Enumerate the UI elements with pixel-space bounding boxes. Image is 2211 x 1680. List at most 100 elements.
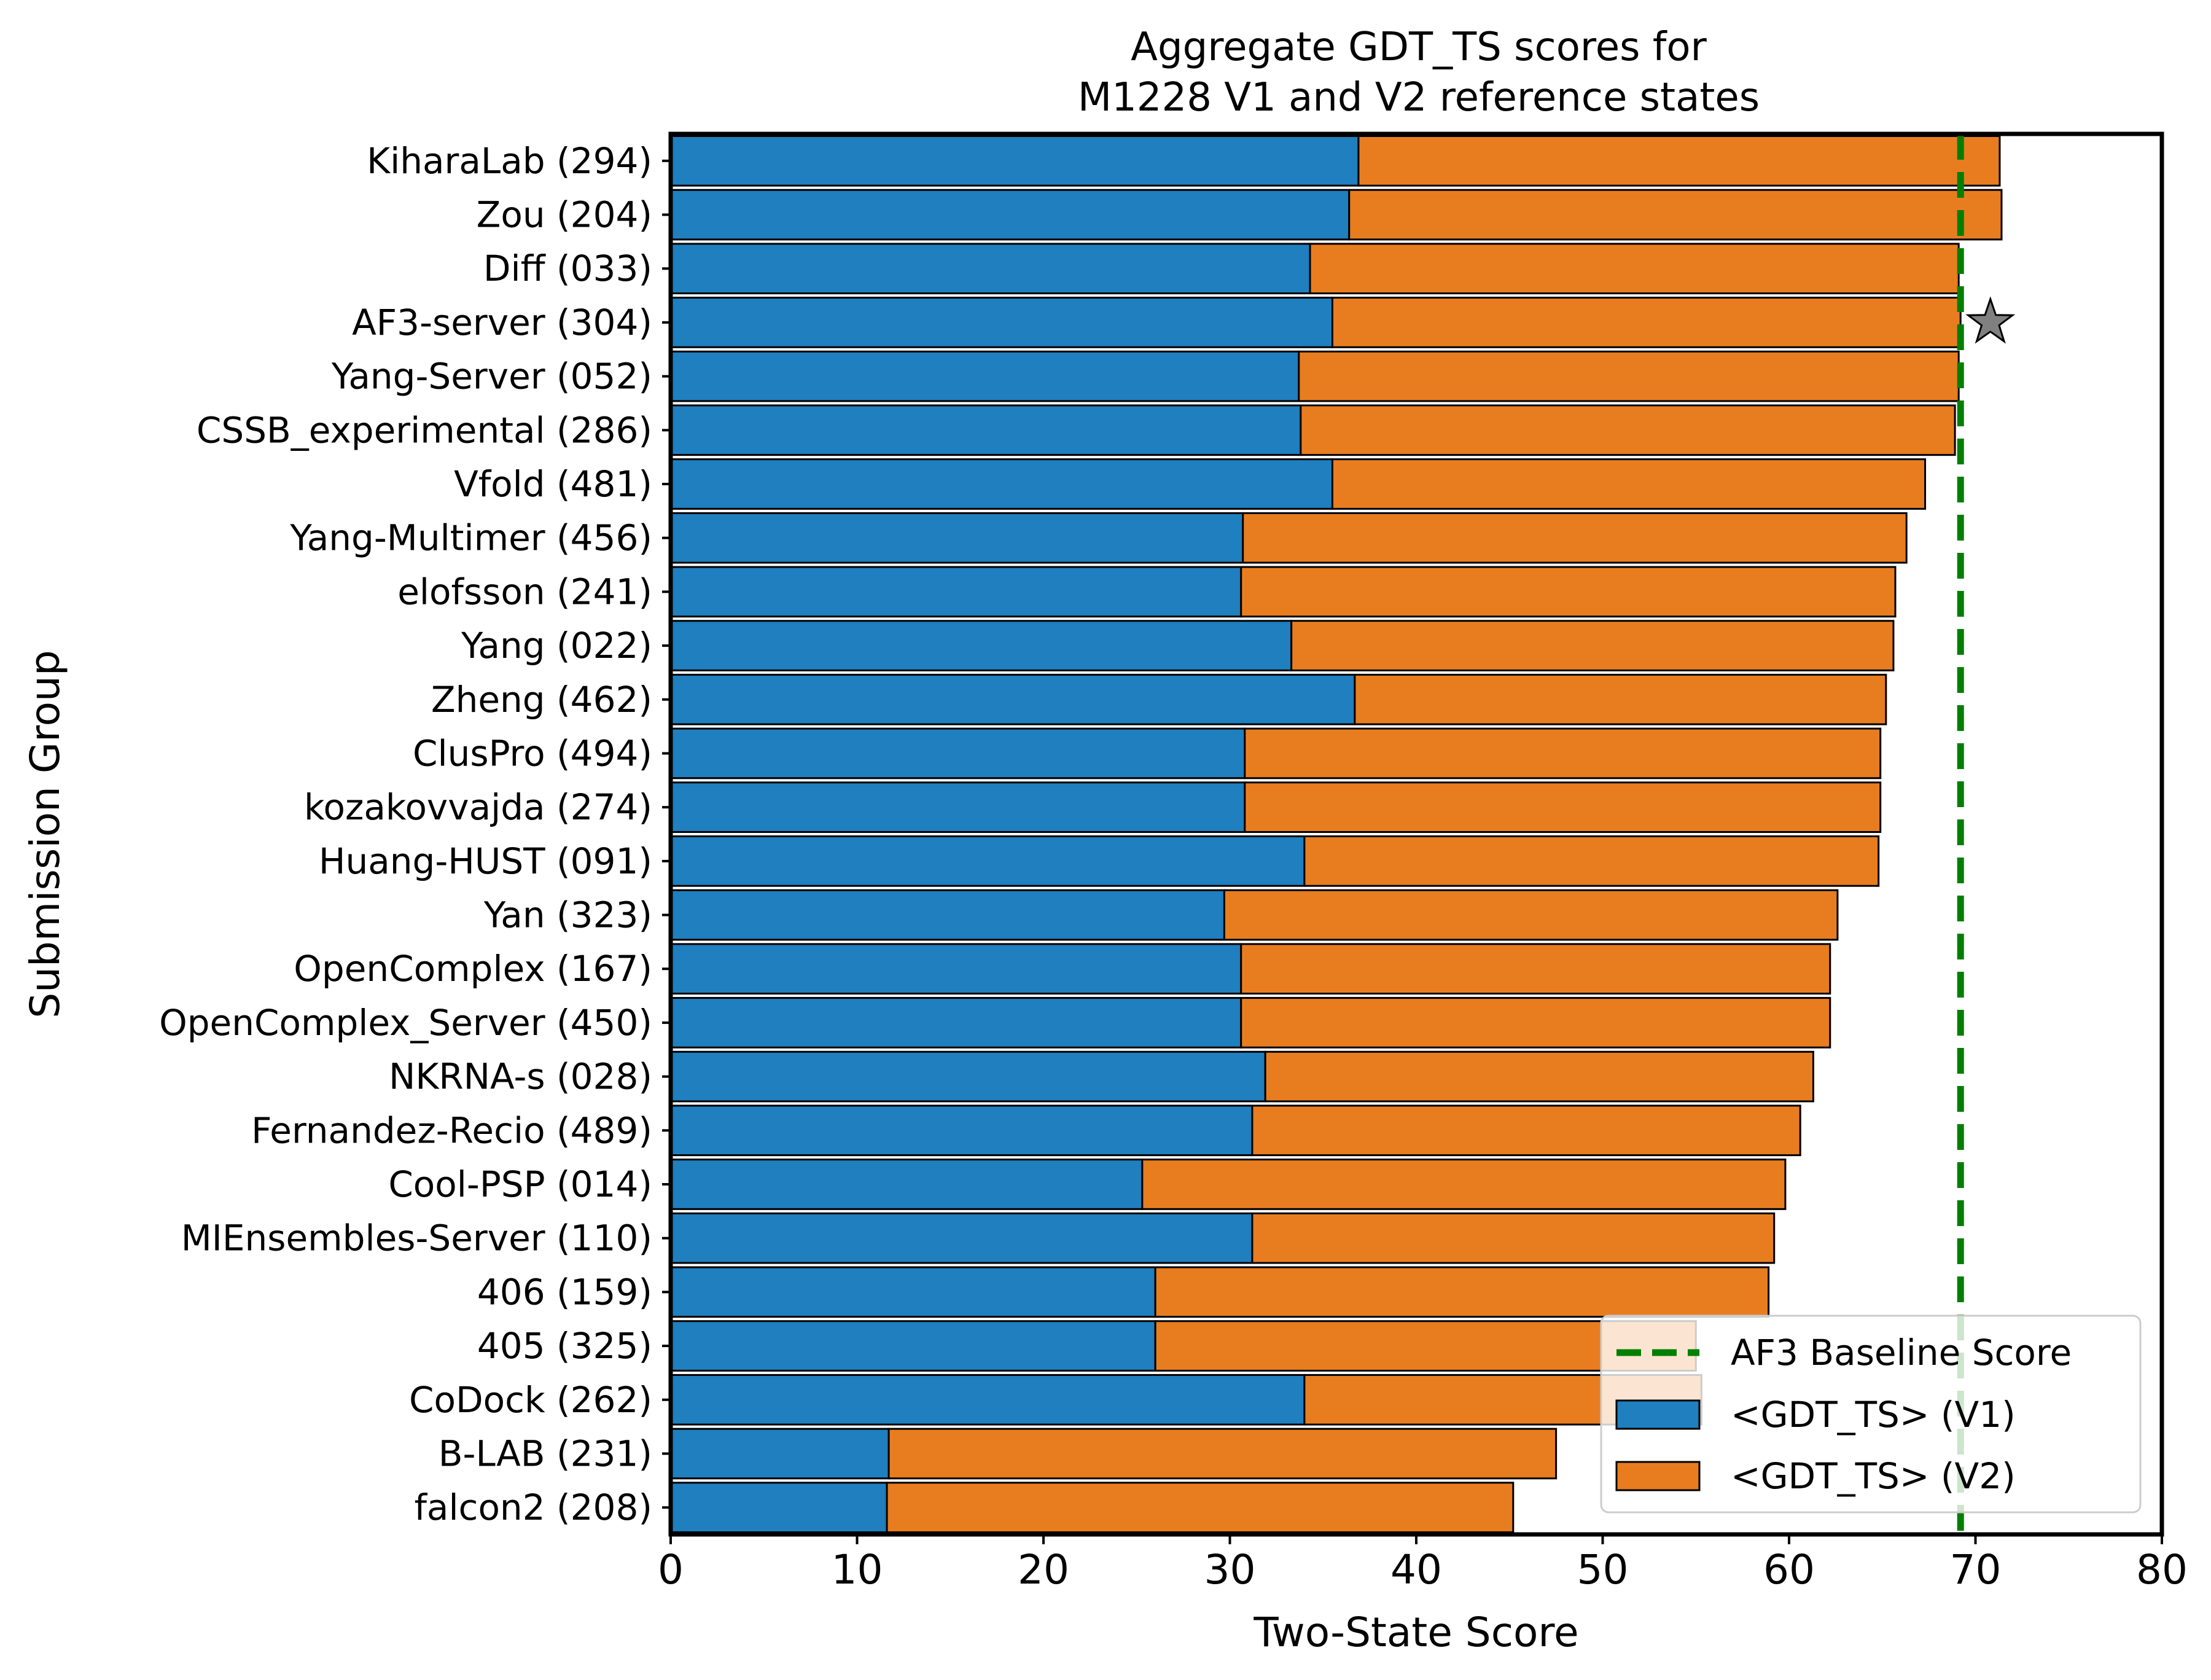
bar-v1 bbox=[669, 889, 1225, 941]
bar-v1 bbox=[669, 189, 1351, 241]
bar-v2 bbox=[1240, 943, 1831, 995]
bar-v1 bbox=[669, 1482, 888, 1533]
bar-v2 bbox=[1251, 1104, 1801, 1157]
x-tick-label: 50 bbox=[1577, 1546, 1629, 1593]
y-tick-label: MIEnsembles-Server (110) bbox=[181, 1217, 652, 1259]
y-tick-label: Vfold (481) bbox=[454, 463, 652, 505]
chart-title-line-2: M1228 V1 and V2 reference states bbox=[1078, 75, 1760, 120]
bar-v1 bbox=[669, 1373, 1306, 1426]
y-tick-label: Fernandez-Recio (489) bbox=[251, 1109, 652, 1151]
marker-layer bbox=[1965, 296, 2016, 344]
y-tick-label: 405 (325) bbox=[477, 1325, 652, 1367]
y-tick-label: Yang-Multimer (456) bbox=[289, 517, 652, 559]
bar-v1 bbox=[669, 1104, 1254, 1157]
y-tick-label: ClusPro (494) bbox=[413, 732, 652, 774]
bar-v1 bbox=[669, 673, 1356, 725]
bar-v2 bbox=[1348, 189, 2003, 241]
y-tick-label: CoDock (262) bbox=[409, 1379, 652, 1421]
bar-v1 bbox=[669, 1212, 1254, 1264]
legend-baseline-label: AF3 Baseline Score bbox=[1731, 1332, 2072, 1373]
legend-box bbox=[1600, 1315, 2142, 1514]
bar-v2 bbox=[1303, 835, 1880, 887]
y-tick-label: NKRNA-s (028) bbox=[389, 1056, 652, 1098]
y-axis-label: Submission Group bbox=[21, 650, 69, 1018]
x-tick-label: 0 bbox=[658, 1546, 684, 1593]
legend-v2-label: <GDT_TS> (V2) bbox=[1731, 1455, 2016, 1497]
bar-v1 bbox=[669, 1158, 1144, 1210]
bar-v2 bbox=[1290, 620, 1895, 671]
bar-v2 bbox=[1244, 781, 1882, 833]
bar-v1 bbox=[669, 1266, 1156, 1318]
y-tick-label: Zheng (462) bbox=[431, 679, 652, 721]
bar-v1 bbox=[669, 243, 1311, 295]
y-tick-label: OpenComplex_Server (450) bbox=[159, 1002, 652, 1044]
bar-v2 bbox=[1240, 566, 1897, 618]
bar-v2 bbox=[886, 1482, 1515, 1533]
bar-v1 bbox=[669, 1428, 890, 1480]
bar-v1 bbox=[669, 297, 1333, 348]
x-tick-label: 10 bbox=[832, 1546, 883, 1593]
bar-v2 bbox=[1240, 997, 1831, 1049]
x-tick-label: 30 bbox=[1204, 1546, 1256, 1593]
legend-v1-label: <GDT_TS> (V1) bbox=[1731, 1394, 2016, 1436]
y-tick-label: KiharaLab (294) bbox=[367, 140, 652, 182]
bar-v2 bbox=[1357, 135, 2001, 187]
bar-v1 bbox=[669, 350, 1300, 402]
legend-v2-swatch bbox=[1615, 1461, 1701, 1491]
x-axis: 0 10 20 30 40 50 60 70 80 bbox=[658, 1534, 2188, 1593]
y-tick-label: elofsson (241) bbox=[397, 571, 652, 612]
y-tick-label: Yan (323) bbox=[483, 894, 652, 936]
bar-v1 bbox=[669, 512, 1244, 564]
bar-v2 bbox=[1309, 243, 1960, 295]
bar-v2 bbox=[1251, 1212, 1776, 1264]
bar-v1 bbox=[669, 1050, 1266, 1103]
bar-v1 bbox=[669, 943, 1242, 995]
y-tick-label: 406 (159) bbox=[477, 1271, 652, 1313]
y-axis: KiharaLab (294) Zou (204) Diff (033) AF3-se… bbox=[159, 140, 671, 1528]
y-tick-label: Cool-PSP (014) bbox=[388, 1163, 652, 1205]
y-tick-label: Diff (033) bbox=[483, 248, 652, 289]
y-tick-label: Yang (022) bbox=[461, 625, 652, 666]
bar-v2 bbox=[1141, 1158, 1787, 1210]
bar-v2 bbox=[1300, 404, 1956, 456]
bar-v2 bbox=[1298, 350, 1960, 402]
legend-v1-swatch bbox=[1615, 1399, 1701, 1430]
x-tick-label: 80 bbox=[2136, 1546, 2188, 1593]
x-tick-label: 70 bbox=[1950, 1546, 2002, 1593]
bar-v2 bbox=[887, 1428, 1558, 1480]
y-tick-label: kozakovvajda (274) bbox=[304, 786, 652, 828]
bar-v2 bbox=[1331, 297, 1962, 348]
y-tick-label: OpenComplex (167) bbox=[294, 948, 652, 990]
bar-v2 bbox=[1242, 512, 1908, 564]
bar-v1 bbox=[669, 404, 1302, 456]
bar-v2 bbox=[1331, 458, 1927, 510]
bar-v2 bbox=[1223, 889, 1839, 941]
bar-v1 bbox=[669, 997, 1242, 1049]
bar-v2 bbox=[1264, 1050, 1814, 1103]
x-axis-label: Two-State Score bbox=[1253, 1609, 1578, 1656]
y-tick-label: Yang-Server (052) bbox=[331, 356, 652, 397]
x-tick-label: 40 bbox=[1390, 1546, 1442, 1593]
bar-v2 bbox=[1354, 673, 1887, 725]
y-tick-label: Zou (204) bbox=[477, 194, 652, 236]
bar-v1 bbox=[669, 727, 1246, 779]
x-tick-label: 20 bbox=[1018, 1546, 1069, 1593]
y-tick-label: B-LAB (231) bbox=[439, 1432, 652, 1474]
y-tick-label: falcon2 (208) bbox=[414, 1487, 652, 1528]
y-tick-label: CSSB_experimental (286) bbox=[197, 409, 652, 451]
legend: AF3 Baseline Score <GDT_TS> (V1) <GDT_TS… bbox=[1600, 1315, 2142, 1514]
y-tick-label: Huang-HUST (091) bbox=[319, 840, 652, 882]
bar-v1 bbox=[669, 835, 1306, 887]
bar-v1 bbox=[669, 620, 1293, 671]
bar-v1 bbox=[669, 135, 1360, 187]
bar-v1 bbox=[669, 458, 1333, 510]
bar-v1 bbox=[669, 566, 1242, 618]
bar-v2 bbox=[1244, 727, 1882, 779]
bar-v1 bbox=[669, 1320, 1156, 1372]
bar-v1 bbox=[669, 781, 1246, 833]
y-tick-label: AF3-server (304) bbox=[352, 302, 652, 343]
x-tick-label: 60 bbox=[1763, 1546, 1815, 1593]
chart-title-line-1: Aggregate GDT_TS scores for bbox=[1131, 25, 1707, 70]
